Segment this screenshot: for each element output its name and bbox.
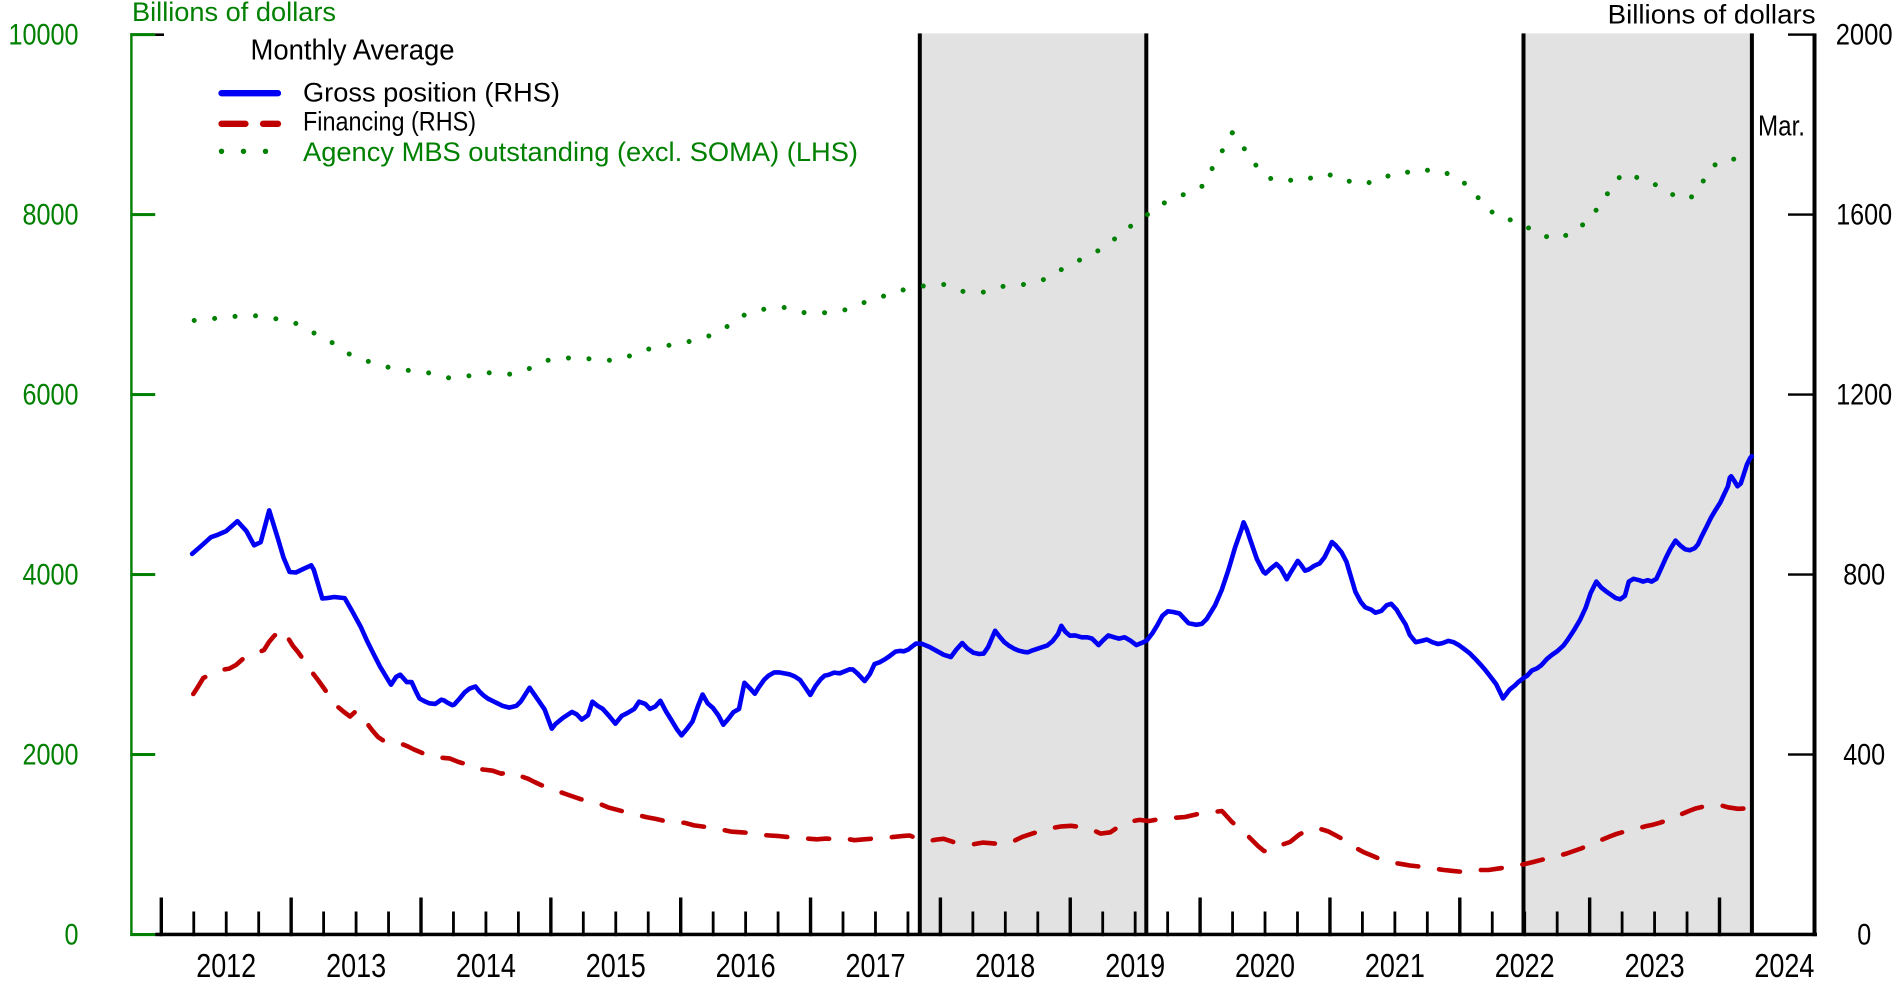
svg-text:2022: 2022 [1495,947,1555,984]
svg-text:2023: 2023 [1625,947,1685,984]
svg-text:Agency MBS outstanding (excl.: Agency MBS outstanding (excl. SOMA) (LHS… [303,137,858,167]
svg-text:10000: 10000 [9,19,79,52]
svg-text:2015: 2015 [586,947,646,984]
svg-text:0: 0 [65,919,79,952]
svg-text:2014: 2014 [456,947,516,984]
svg-text:2016: 2016 [716,947,776,984]
svg-text:Monthly Average: Monthly Average [251,34,455,66]
svg-text:2020: 2020 [1235,947,1295,984]
svg-text:Billions of dollars: Billions of dollars [132,0,336,27]
svg-text:2000: 2000 [23,739,79,772]
svg-text:Mar.: Mar. [1758,111,1805,143]
svg-text:0: 0 [1857,919,1871,952]
svg-text:6000: 6000 [23,379,79,412]
svg-text:4000: 4000 [23,559,79,592]
svg-text:400: 400 [1843,739,1885,772]
svg-text:2021: 2021 [1365,947,1425,984]
svg-text:8000: 8000 [23,199,79,232]
svg-text:2013: 2013 [326,947,386,984]
svg-text:800: 800 [1843,559,1885,592]
svg-text:Gross position (RHS): Gross position (RHS) [303,78,560,108]
svg-text:Billions of dollars: Billions of dollars [1608,0,1816,29]
svg-text:2000: 2000 [1836,19,1893,52]
svg-text:2018: 2018 [975,947,1035,984]
svg-text:2019: 2019 [1105,947,1165,984]
svg-text:2017: 2017 [846,947,906,984]
svg-text:2024: 2024 [1754,947,1814,984]
svg-text:1200: 1200 [1836,379,1892,412]
svg-text:2012: 2012 [196,947,256,984]
svg-text:Financing (RHS): Financing (RHS) [303,107,476,137]
svg-text:1600: 1600 [1836,199,1892,232]
